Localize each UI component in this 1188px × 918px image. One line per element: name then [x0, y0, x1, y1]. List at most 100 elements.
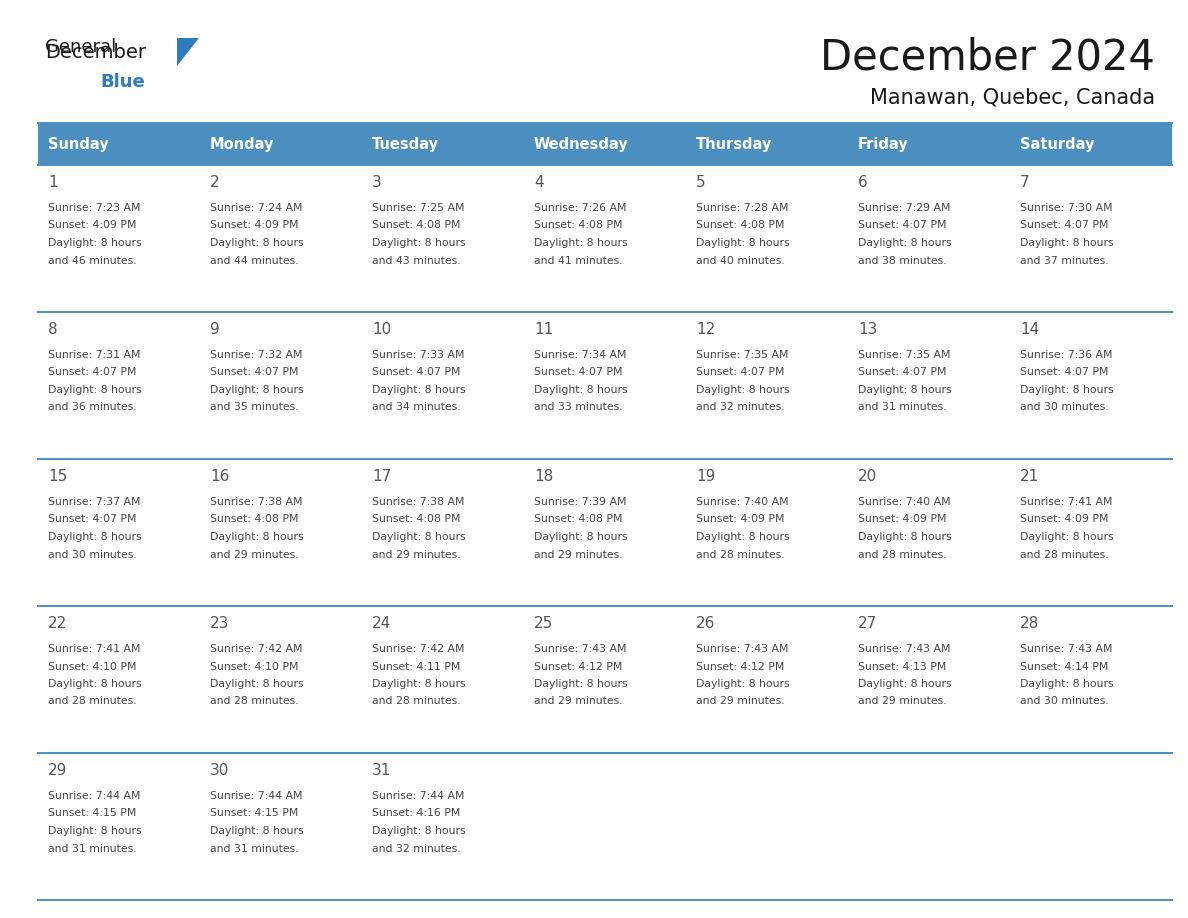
Bar: [848, 753, 1010, 900]
Text: 27: 27: [858, 616, 877, 631]
Text: and 29 minutes.: and 29 minutes.: [858, 697, 947, 707]
Text: Sunrise: 7:44 AM: Sunrise: 7:44 AM: [210, 791, 303, 801]
Text: Sunrise: 7:26 AM: Sunrise: 7:26 AM: [533, 203, 626, 213]
Text: and 32 minutes.: and 32 minutes.: [372, 844, 461, 854]
Text: Monday: Monday: [210, 137, 274, 151]
Text: 11: 11: [533, 322, 554, 337]
Text: 20: 20: [858, 469, 877, 484]
Text: 4: 4: [533, 175, 544, 190]
Text: Daylight: 8 hours: Daylight: 8 hours: [533, 238, 627, 248]
Text: Sunset: 4:08 PM: Sunset: 4:08 PM: [210, 514, 298, 524]
Text: 12: 12: [696, 322, 715, 337]
Bar: [1010, 753, 1173, 900]
Text: Daylight: 8 hours: Daylight: 8 hours: [858, 238, 952, 248]
Text: 7: 7: [1020, 175, 1030, 190]
Bar: [848, 165, 1010, 312]
Bar: [1010, 459, 1173, 606]
Text: Sunset: 4:07 PM: Sunset: 4:07 PM: [48, 514, 137, 524]
Text: and 29 minutes.: and 29 minutes.: [696, 697, 784, 707]
Text: Sunset: 4:10 PM: Sunset: 4:10 PM: [48, 662, 137, 671]
Text: and 41 minutes.: and 41 minutes.: [533, 255, 623, 265]
Text: Sunrise: 7:43 AM: Sunrise: 7:43 AM: [858, 644, 950, 654]
Text: Friday: Friday: [858, 137, 909, 151]
Text: and 31 minutes.: and 31 minutes.: [48, 844, 137, 854]
Text: Sunrise: 7:44 AM: Sunrise: 7:44 AM: [372, 791, 465, 801]
Text: Sunrise: 7:43 AM: Sunrise: 7:43 AM: [533, 644, 626, 654]
Text: Daylight: 8 hours: Daylight: 8 hours: [533, 679, 627, 689]
Polygon shape: [177, 38, 200, 66]
Text: 10: 10: [372, 322, 391, 337]
Text: Sunrise: 7:36 AM: Sunrise: 7:36 AM: [1020, 350, 1112, 360]
Text: Daylight: 8 hours: Daylight: 8 hours: [1020, 238, 1113, 248]
Bar: [685, 459, 848, 606]
Text: Daylight: 8 hours: Daylight: 8 hours: [858, 385, 952, 395]
Text: 23: 23: [210, 616, 229, 631]
Text: and 29 minutes.: and 29 minutes.: [372, 550, 461, 559]
Text: Daylight: 8 hours: Daylight: 8 hours: [48, 826, 141, 836]
Text: 14: 14: [1020, 322, 1040, 337]
Text: Sunset: 4:07 PM: Sunset: 4:07 PM: [48, 367, 137, 377]
Text: Daylight: 8 hours: Daylight: 8 hours: [1020, 679, 1113, 689]
Text: Daylight: 8 hours: Daylight: 8 hours: [210, 679, 304, 689]
Text: Daylight: 8 hours: Daylight: 8 hours: [210, 238, 304, 248]
Text: and 31 minutes.: and 31 minutes.: [858, 402, 947, 412]
Text: Sunset: 4:09 PM: Sunset: 4:09 PM: [696, 514, 784, 524]
Text: and 34 minutes.: and 34 minutes.: [372, 402, 461, 412]
Bar: [685, 606, 848, 753]
Text: Daylight: 8 hours: Daylight: 8 hours: [210, 532, 304, 542]
Text: and 35 minutes.: and 35 minutes.: [210, 402, 298, 412]
Text: Sunset: 4:07 PM: Sunset: 4:07 PM: [858, 367, 947, 377]
Text: 3: 3: [372, 175, 381, 190]
Text: Sunrise: 7:37 AM: Sunrise: 7:37 AM: [48, 497, 140, 507]
Text: Sunrise: 7:42 AM: Sunrise: 7:42 AM: [372, 644, 465, 654]
Bar: [200, 123, 362, 165]
Text: Sunset: 4:07 PM: Sunset: 4:07 PM: [210, 367, 298, 377]
Text: 29: 29: [48, 763, 68, 778]
Bar: [1010, 123, 1173, 165]
Text: Sunset: 4:16 PM: Sunset: 4:16 PM: [372, 809, 461, 819]
Text: Sunset: 4:07 PM: Sunset: 4:07 PM: [372, 367, 461, 377]
Text: Daylight: 8 hours: Daylight: 8 hours: [1020, 532, 1113, 542]
Text: Sunset: 4:09 PM: Sunset: 4:09 PM: [858, 514, 947, 524]
Bar: [685, 165, 848, 312]
Bar: [362, 123, 524, 165]
Bar: [362, 312, 524, 459]
Text: and 37 minutes.: and 37 minutes.: [1020, 255, 1108, 265]
Text: and 33 minutes.: and 33 minutes.: [533, 402, 623, 412]
Bar: [200, 312, 362, 459]
Text: Daylight: 8 hours: Daylight: 8 hours: [858, 679, 952, 689]
Text: Manawan, Quebec, Canada: Manawan, Quebec, Canada: [870, 88, 1155, 108]
Text: and 40 minutes.: and 40 minutes.: [696, 255, 785, 265]
Text: and 30 minutes.: and 30 minutes.: [1020, 697, 1108, 707]
Bar: [524, 753, 685, 900]
Text: 18: 18: [533, 469, 554, 484]
Text: 13: 13: [858, 322, 878, 337]
Text: Sunrise: 7:39 AM: Sunrise: 7:39 AM: [533, 497, 626, 507]
Bar: [685, 312, 848, 459]
Text: Sunset: 4:07 PM: Sunset: 4:07 PM: [1020, 220, 1108, 230]
Bar: [524, 165, 685, 312]
Text: 22: 22: [48, 616, 68, 631]
Text: and 29 minutes.: and 29 minutes.: [210, 550, 298, 559]
Text: Sunset: 4:12 PM: Sunset: 4:12 PM: [533, 662, 623, 671]
Text: Sunset: 4:13 PM: Sunset: 4:13 PM: [858, 662, 947, 671]
Text: Sunrise: 7:30 AM: Sunrise: 7:30 AM: [1020, 203, 1113, 213]
Text: 9: 9: [210, 322, 220, 337]
Text: Sunset: 4:07 PM: Sunset: 4:07 PM: [1020, 367, 1108, 377]
Text: 19: 19: [696, 469, 715, 484]
Bar: [38, 606, 200, 753]
Text: Daylight: 8 hours: Daylight: 8 hours: [48, 238, 141, 248]
Text: 28: 28: [1020, 616, 1040, 631]
Text: Sunset: 4:10 PM: Sunset: 4:10 PM: [210, 662, 298, 671]
Text: and 36 minutes.: and 36 minutes.: [48, 402, 137, 412]
Bar: [38, 753, 200, 900]
Text: Sunset: 4:08 PM: Sunset: 4:08 PM: [696, 220, 784, 230]
Bar: [524, 123, 685, 165]
Text: and 28 minutes.: and 28 minutes.: [696, 550, 784, 559]
Text: Daylight: 8 hours: Daylight: 8 hours: [696, 532, 790, 542]
Text: and 28 minutes.: and 28 minutes.: [1020, 550, 1108, 559]
Text: Daylight: 8 hours: Daylight: 8 hours: [372, 532, 466, 542]
Text: Sunset: 4:08 PM: Sunset: 4:08 PM: [372, 220, 461, 230]
Text: Daylight: 8 hours: Daylight: 8 hours: [372, 238, 466, 248]
Bar: [1010, 606, 1173, 753]
